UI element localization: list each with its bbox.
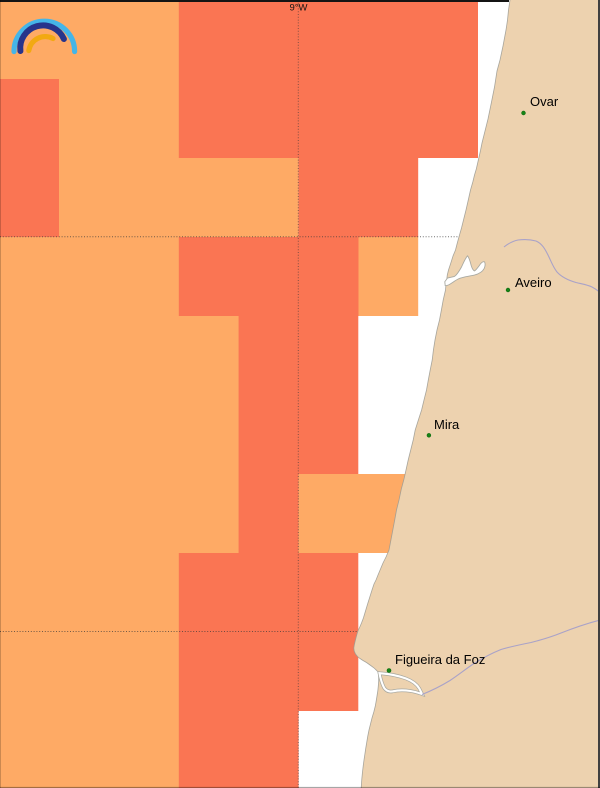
svg-text:Aveiro: Aveiro	[515, 275, 552, 290]
svg-text:9°W: 9°W	[289, 3, 307, 14]
svg-text:Figueira da Foz: Figueira da Foz	[395, 652, 485, 667]
svg-text:Ovar: Ovar	[530, 94, 559, 109]
svg-text:Mira: Mira	[434, 417, 460, 432]
